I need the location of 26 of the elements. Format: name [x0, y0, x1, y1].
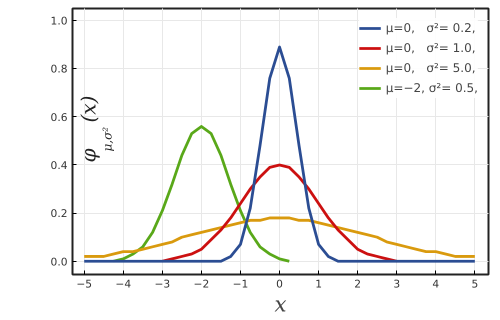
x-tick-label: 4	[432, 278, 440, 290]
legend-label: μ=0, σ²= 1.0,	[386, 41, 476, 55]
line-series	[82, 216, 476, 258]
y-tick-label: 0.0	[50, 255, 68, 268]
x-tick-label: 2	[354, 278, 362, 290]
x-tick-label: −1	[232, 278, 248, 290]
y-tick-label: 0.8	[50, 62, 68, 76]
legend-label: μ=0, σ²= 0.2,	[386, 21, 476, 35]
x-tick-label: 5	[471, 278, 478, 290]
legend-label: μ=−2, σ²= 0.5,	[386, 81, 478, 95]
x-tick-label: −4	[115, 278, 132, 290]
x-tick-label: 1	[315, 278, 322, 290]
x-tick-label: 3	[393, 278, 400, 290]
y-axis-title: φμ,σ²(x)	[76, 96, 114, 162]
y-tick-label: 0.6	[50, 110, 68, 124]
line-series	[112, 125, 291, 263]
legend-label: μ=0, σ²= 5.0,	[386, 61, 476, 75]
x-tick-label: −3	[154, 278, 170, 290]
x-tick-label: 0	[276, 278, 284, 290]
y-tick-label: 0.2	[50, 207, 68, 220]
x-tick-label: −2	[194, 278, 210, 290]
line-series	[160, 164, 398, 263]
y-tick-label: 0.4	[50, 158, 68, 172]
x-axis-title: x	[274, 292, 287, 318]
x-tick-label: −5	[76, 278, 92, 290]
y-tick-label: 1.0	[50, 14, 68, 28]
